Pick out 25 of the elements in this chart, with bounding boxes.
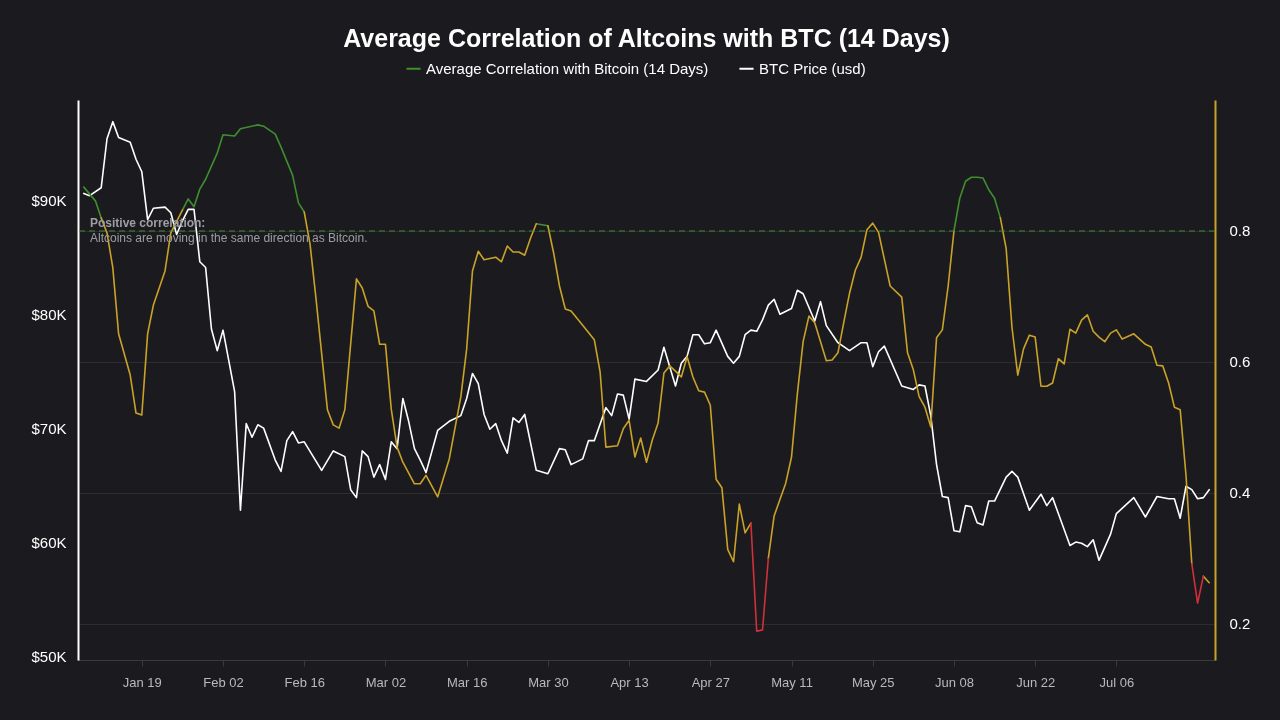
y-tick-label: $80K [31, 305, 67, 323]
x-tick-label: Apr 27 [691, 674, 730, 690]
legend-label: BTC Price (usd) [759, 59, 866, 77]
x-tick-label: Apr 13 [610, 674, 649, 690]
y-tick-label: $90K [31, 191, 67, 209]
x-tick-label: Feb 02 [203, 674, 244, 690]
legend-label: Average Correlation with Bitcoin (14 Days) [426, 59, 709, 77]
y-tick-label: $70K [31, 419, 67, 437]
x-tick-label: Mar 30 [528, 674, 569, 690]
y2-tick-label: 0.6 [1229, 353, 1251, 371]
y-tick-label: $60K [31, 533, 67, 551]
y2-tick-label: 0.4 [1229, 484, 1251, 502]
x-tick-label: Feb 16 [284, 674, 325, 690]
x-tick-label: May 25 [851, 674, 895, 690]
x-tick-label: Jun 08 [934, 674, 974, 690]
x-tick-label: Mar 02 [365, 674, 407, 690]
x-tick-label: Mar 16 [446, 674, 488, 690]
x-tick-label: Jan 19 [122, 674, 162, 690]
x-tick-label: May 11 [771, 674, 813, 690]
y2-tick-label: 0.8 [1229, 222, 1251, 240]
y2-tick-label: 0.2 [1229, 615, 1251, 633]
x-tick-label: Jul 06 [1099, 674, 1135, 690]
x-tick-label: Jun 22 [1016, 674, 1056, 690]
y-tick-label: $50K [31, 647, 67, 665]
chart-title: Average Correlation of Altcoins with BTC (14 Days) [343, 24, 950, 52]
